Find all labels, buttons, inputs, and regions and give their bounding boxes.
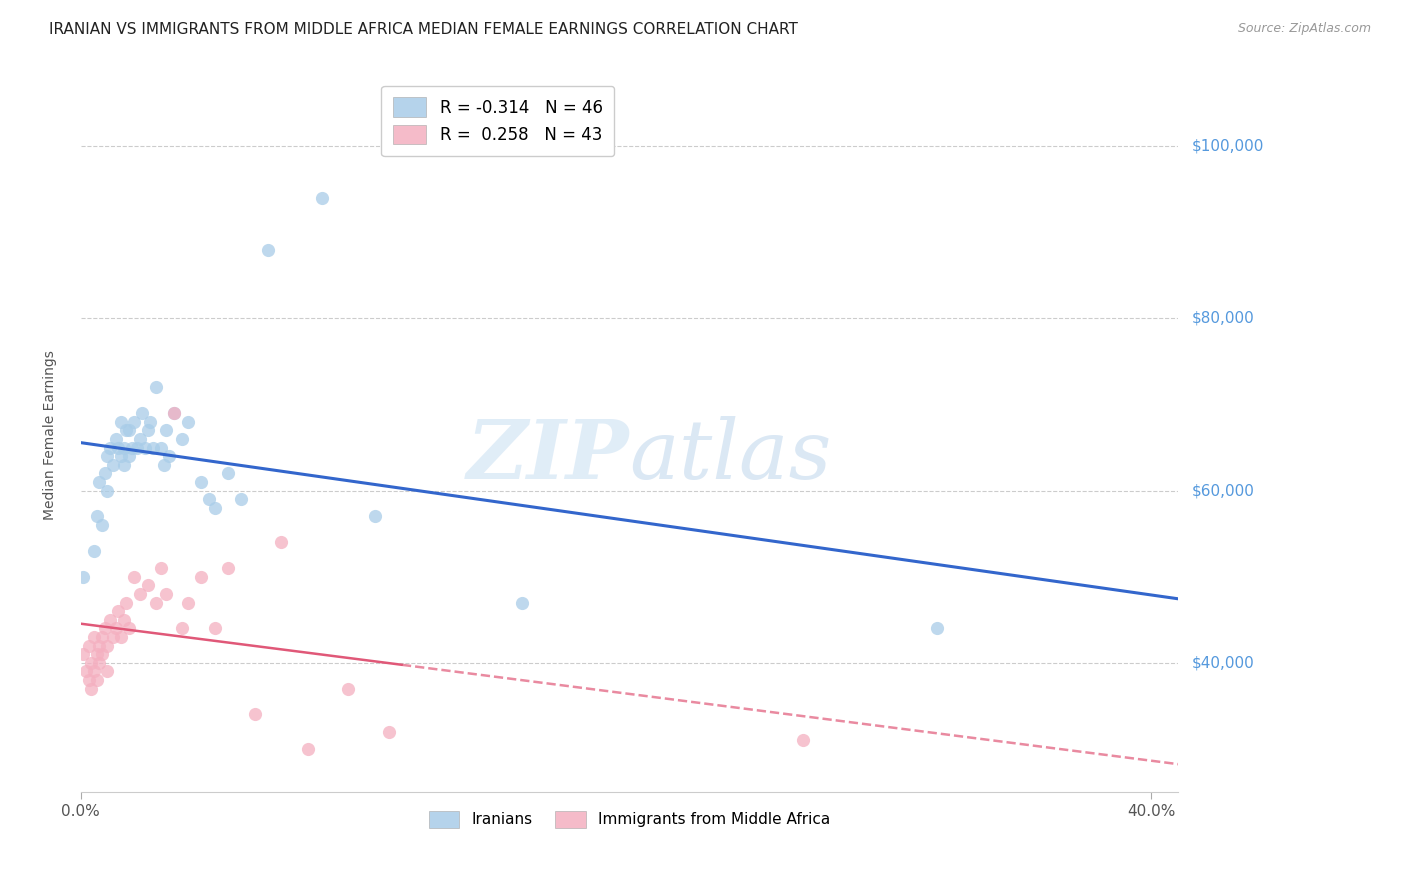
- Point: [101, 630, 124, 644]
- Text: $60,000: $60,000: [1192, 483, 1256, 498]
- Point: [83, 630, 105, 644]
- Point: [112, 613, 135, 627]
- Point: [77, 639, 100, 653]
- Point: [172, 621, 194, 635]
- Point: [177, 596, 200, 610]
- Point: [75, 665, 97, 679]
- Point: [104, 432, 127, 446]
- Text: $40,000: $40,000: [1192, 656, 1254, 670]
- Point: [83, 544, 105, 558]
- Point: [89, 639, 111, 653]
- Point: [89, 475, 111, 489]
- Point: [72, 647, 94, 661]
- Point: [243, 707, 266, 722]
- Point: [80, 681, 103, 696]
- Point: [86, 509, 108, 524]
- Point: [142, 441, 165, 455]
- Point: [86, 647, 108, 661]
- Point: [107, 604, 129, 618]
- Point: [150, 441, 173, 455]
- Point: [98, 613, 121, 627]
- Point: [145, 596, 167, 610]
- Point: [115, 596, 138, 610]
- Point: [198, 492, 221, 507]
- Text: $100,000: $100,000: [1192, 139, 1264, 153]
- Point: [155, 424, 177, 438]
- Point: [364, 509, 387, 524]
- Point: [118, 449, 141, 463]
- Point: [163, 406, 186, 420]
- Point: [96, 483, 118, 498]
- Point: [128, 432, 150, 446]
- Point: [134, 441, 156, 455]
- Point: [115, 424, 138, 438]
- Point: [80, 656, 103, 670]
- Point: [136, 424, 159, 438]
- Point: [150, 561, 173, 575]
- Point: [136, 578, 159, 592]
- Point: [217, 467, 239, 481]
- Point: [927, 621, 949, 635]
- Point: [110, 630, 132, 644]
- Text: $80,000: $80,000: [1192, 311, 1254, 326]
- Y-axis label: Median Female Earnings: Median Female Earnings: [44, 350, 58, 520]
- Point: [145, 380, 167, 394]
- Point: [94, 621, 117, 635]
- Point: [104, 621, 127, 635]
- Text: IRANIAN VS IMMIGRANTS FROM MIDDLE AFRICA MEDIAN FEMALE EARNINGS CORRELATION CHAR: IRANIAN VS IMMIGRANTS FROM MIDDLE AFRICA…: [49, 22, 799, 37]
- Text: ZIP: ZIP: [467, 417, 630, 496]
- Legend: Iranians, Immigrants from Middle Africa: Iranians, Immigrants from Middle Africa: [422, 805, 837, 834]
- Point: [118, 424, 141, 438]
- Point: [152, 458, 174, 472]
- Point: [190, 475, 212, 489]
- Text: Source: ZipAtlas.com: Source: ZipAtlas.com: [1237, 22, 1371, 36]
- Point: [297, 742, 319, 756]
- Point: [257, 243, 280, 257]
- Point: [86, 673, 108, 687]
- Text: atlas: atlas: [630, 417, 832, 496]
- Point: [311, 191, 333, 205]
- Point: [377, 724, 399, 739]
- Point: [792, 733, 814, 747]
- Point: [217, 561, 239, 575]
- Point: [128, 587, 150, 601]
- Point: [122, 570, 145, 584]
- Point: [96, 665, 118, 679]
- Point: [190, 570, 212, 584]
- Point: [110, 415, 132, 429]
- Point: [89, 656, 111, 670]
- Point: [157, 449, 180, 463]
- Point: [91, 518, 114, 533]
- Point: [118, 621, 141, 635]
- Point: [231, 492, 253, 507]
- Point: [204, 621, 226, 635]
- Point: [77, 673, 100, 687]
- Point: [204, 500, 226, 515]
- Point: [107, 441, 129, 455]
- Point: [270, 535, 292, 549]
- Point: [101, 458, 124, 472]
- Point: [122, 415, 145, 429]
- Point: [125, 441, 148, 455]
- Point: [91, 647, 114, 661]
- Point: [121, 441, 143, 455]
- Point: [112, 458, 135, 472]
- Point: [163, 406, 186, 420]
- Point: [83, 665, 105, 679]
- Point: [96, 449, 118, 463]
- Point: [91, 630, 114, 644]
- Point: [512, 596, 534, 610]
- Point: [112, 441, 135, 455]
- Point: [131, 406, 153, 420]
- Point: [177, 415, 200, 429]
- Point: [139, 415, 162, 429]
- Point: [98, 441, 121, 455]
- Point: [110, 449, 132, 463]
- Point: [337, 681, 360, 696]
- Point: [172, 432, 194, 446]
- Point: [96, 639, 118, 653]
- Point: [94, 467, 117, 481]
- Point: [155, 587, 177, 601]
- Point: [72, 570, 94, 584]
